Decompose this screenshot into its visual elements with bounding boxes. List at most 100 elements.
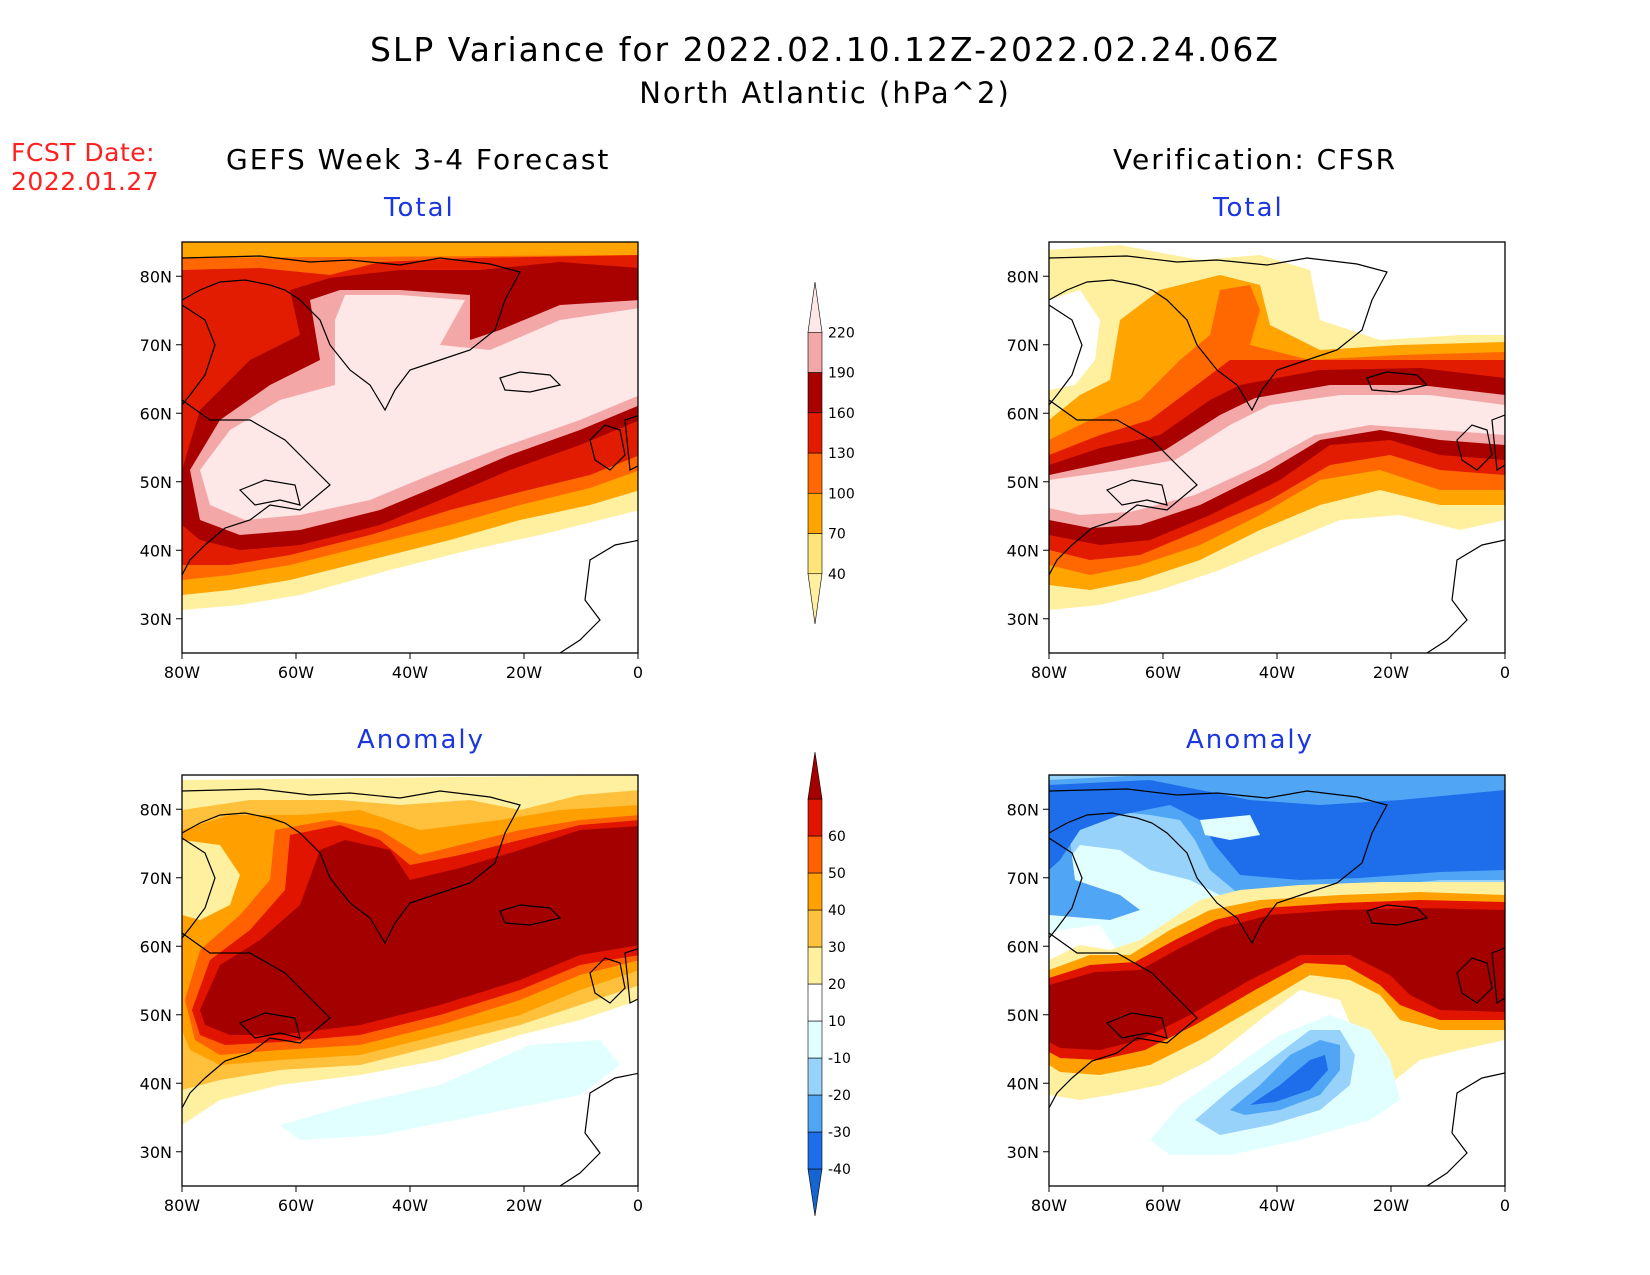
map-verification-total <box>1048 241 1506 654</box>
colorbar-anomaly-level-label: 30 <box>828 940 846 956</box>
colorbar-anomaly-swatch <box>807 798 823 837</box>
forecast-anomaly-field <box>182 775 638 1186</box>
y-tick-label-forecast-anomaly: 80N <box>140 800 172 819</box>
y-tick-label-verification-total: 60N <box>1007 404 1039 423</box>
contour-neg30-south <box>1230 1040 1340 1115</box>
y-tick-label-forecast-total: 80N <box>140 267 172 286</box>
colorbar-anomaly-level-label: 10 <box>828 1014 846 1030</box>
y-tick-label-forecast-total: 40N <box>140 541 172 560</box>
y-tick-label-forecast-total: 70N <box>140 336 172 355</box>
colorbar-anomaly-level-label: -10 <box>828 1051 851 1067</box>
colorbar-anomaly-swatch <box>807 946 823 985</box>
colorbar-anomaly-swatch <box>807 1168 823 1217</box>
colorbar-anomaly-swatch <box>807 983 823 1022</box>
y-tick-label-verification-anomaly: 80N <box>1007 800 1039 819</box>
forecast-total-field <box>182 242 638 653</box>
y-tick-label-forecast-anomaly: 40N <box>140 1074 172 1093</box>
y-tick-label-verification-anomaly: 40N <box>1007 1074 1039 1093</box>
colorbar-total-level-label: 160 <box>828 406 855 422</box>
colorbar-anomaly-swatch <box>807 835 823 874</box>
y-tick-label-verification-anomaly: 50N <box>1007 1006 1039 1025</box>
y-tick-label-verification-anomaly: 70N <box>1007 869 1039 888</box>
x-tick-label-verification-anomaly: 0 <box>1500 1196 1510 1215</box>
contour-neg40-north <box>1049 780 1505 880</box>
map-verification-anomaly <box>1048 774 1506 1187</box>
colorbar-total-swatch <box>807 533 823 575</box>
y-tick-label-forecast-anomaly: 30N <box>140 1143 172 1162</box>
colorbar-total-swatch <box>807 372 823 414</box>
panel-title-verification-anomaly: Anomaly <box>1186 725 1315 755</box>
x-tick-label-verification-total: 0 <box>1500 663 1510 682</box>
x-tick-label-forecast-total: 80W <box>164 663 200 682</box>
x-tick-label-verification-total: 20W <box>1373 663 1409 682</box>
map-forecast-anomaly <box>181 774 639 1187</box>
panel-title-forecast-total: Total <box>384 193 455 223</box>
left-column-title: GEFS Week 3-4 Forecast <box>226 143 611 176</box>
y-tick-label-forecast-total: 30N <box>140 610 172 629</box>
coastlines <box>1049 788 1505 1186</box>
coastlines <box>182 255 638 653</box>
y-tick-label-verification-anomaly: 60N <box>1007 937 1039 956</box>
colorbar-total-level-label: 220 <box>828 325 855 341</box>
colorbar-anomaly-level-label: -30 <box>828 1125 851 1141</box>
colorbar-anomaly-swatch <box>807 1057 823 1096</box>
x-tick-label-verification-total: 80W <box>1031 663 1067 682</box>
axes-layer: 80W 60W 40W 20W 0 30N 40N 50N 60N 70N 80N 80W 60W 40W… <box>140 267 1510 1215</box>
colorbar-total-swatch <box>807 492 823 534</box>
colorbar-total-swatch <box>807 331 823 373</box>
verification-total-field <box>1049 242 1505 653</box>
contour-neg40-south <box>1250 1055 1328 1105</box>
colorbar-total-swatch <box>807 573 823 625</box>
fcst-date-label: FCST Date: <box>11 138 156 167</box>
figure-subtitle: North Atlantic (hPa^2) <box>639 76 1011 110</box>
y-tick-label-forecast-anomaly: 70N <box>140 869 172 888</box>
coastlines <box>1049 255 1505 653</box>
x-tick-label-forecast-total: 0 <box>633 663 643 682</box>
colorbar-anomaly-swatch <box>807 1020 823 1059</box>
colorbar-anomaly: -40 -30 -20 -10 10 20 30 40 50 60 <box>807 751 851 1217</box>
colorbar-anomaly-swatch <box>807 751 823 800</box>
colorbar-total-level-label: 190 <box>828 366 855 382</box>
colorbar-total-swatch <box>807 452 823 494</box>
colorbar-anomaly-level-label: 40 <box>828 903 846 919</box>
contour-60 <box>200 826 638 1035</box>
colorbar-anomaly-level-label: 60 <box>828 829 846 845</box>
x-tick-label-verification-anomaly: 80W <box>1031 1196 1067 1215</box>
fcst-date-value: 2022.01.27 <box>11 167 160 196</box>
y-tick-label-forecast-total: 60N <box>140 404 172 423</box>
panel-title-verification-total: Total <box>1213 193 1284 223</box>
right-column-title: Verification: CFSR <box>1113 143 1398 176</box>
x-tick-label-verification-total: 60W <box>1145 663 1181 682</box>
x-tick-label-forecast-total: 20W <box>506 663 542 682</box>
y-tick-label-verification-total: 70N <box>1007 336 1039 355</box>
colorbar-total-level-label: 70 <box>828 527 846 543</box>
contour-60 <box>1049 908 1505 1050</box>
verification-anomaly-field <box>1049 775 1505 1186</box>
colorbar-anomaly-level-label: -40 <box>828 1162 851 1178</box>
x-tick-label-forecast-anomaly: 80W <box>164 1196 200 1215</box>
x-tick-label-forecast-anomaly: 0 <box>633 1196 643 1215</box>
colorbar-anomaly-swatch <box>807 872 823 911</box>
y-tick-label-forecast-total: 50N <box>140 473 172 492</box>
colorbar-anomaly-swatch <box>807 1094 823 1133</box>
x-tick-label-verification-anomaly: 20W <box>1373 1196 1409 1215</box>
x-tick-label-forecast-anomaly: 60W <box>278 1196 314 1215</box>
coastlines <box>182 788 638 1186</box>
colorbar-anomaly-swatch <box>807 909 823 948</box>
colorbar-anomaly-swatch <box>807 1131 823 1170</box>
contour-220 <box>1049 395 1505 515</box>
x-tick-label-verification-total: 40W <box>1259 663 1295 682</box>
colorbar-total-level-label: 100 <box>828 486 855 502</box>
colorbar-total-swatch <box>807 281 823 333</box>
colorbar-anomaly-level-label: -20 <box>828 1088 851 1104</box>
panel-title-forecast-anomaly: Anomaly <box>357 725 486 755</box>
y-tick-label-verification-total: 50N <box>1007 473 1039 492</box>
colorbar-total-level-label: 40 <box>828 567 846 583</box>
x-tick-label-forecast-anomaly: 20W <box>506 1196 542 1215</box>
y-tick-label-forecast-anomaly: 60N <box>140 937 172 956</box>
colorbar-total: 40 70 100 130 160 190 220 <box>807 281 855 625</box>
map-forecast-total <box>181 241 639 654</box>
y-tick-label-verification-total: 80N <box>1007 267 1039 286</box>
figure-title: SLP Variance for 2022.02.10.12Z-2022.02.… <box>369 30 1281 69</box>
